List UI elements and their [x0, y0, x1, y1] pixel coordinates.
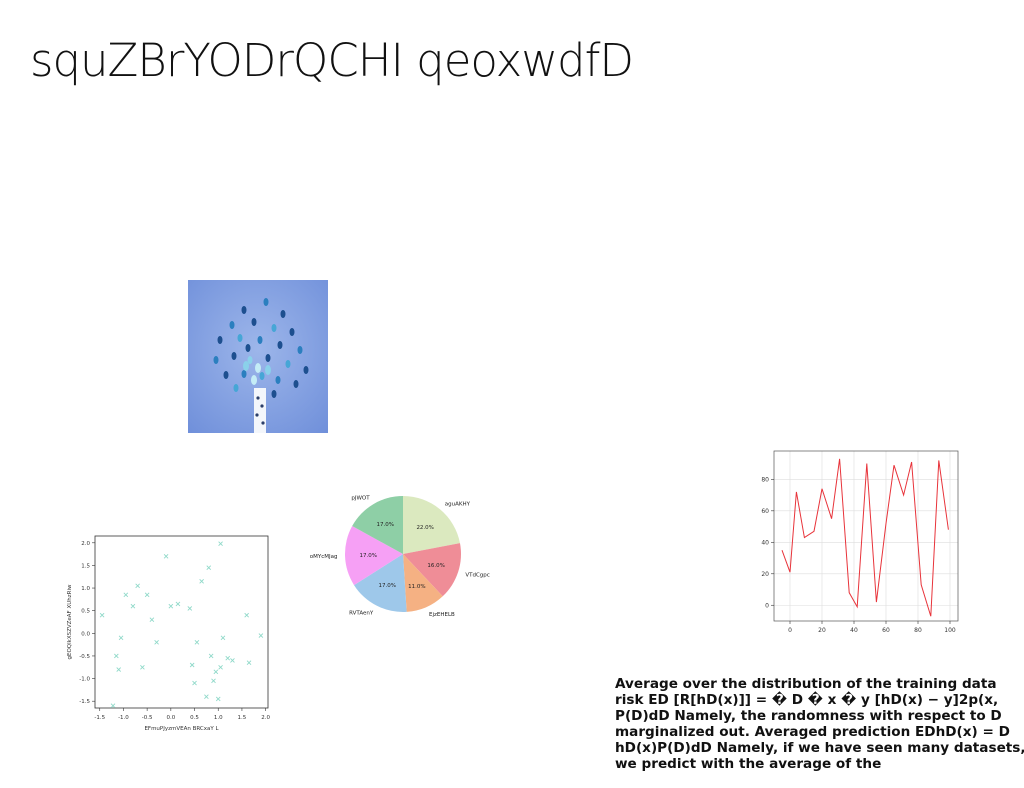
scatter-point: [114, 654, 118, 658]
x-tick-label: 20: [818, 627, 826, 634]
y-tick-label: -1.0: [79, 677, 90, 683]
y-tick-label: 60: [761, 508, 769, 515]
pie-category-label: EjzEHELB: [429, 612, 455, 618]
pie-value-label: 17.0%: [359, 553, 376, 559]
x-tick-label: 0.0: [166, 715, 175, 721]
pie-category-label: aguAKHY: [445, 502, 471, 508]
scatter-point: [195, 640, 199, 644]
scatter-point: [136, 584, 140, 588]
y-tick-label: -0.5: [79, 654, 90, 660]
scatter-point: [230, 658, 234, 662]
scatter-point: [216, 697, 220, 701]
line-chart: 0 20 40 60 80 100 0 20 40 60 80: [742, 443, 964, 639]
scatter-point: [155, 640, 159, 644]
scatter-point: [247, 661, 251, 665]
x-tick-label: 0.5: [190, 715, 199, 721]
x-axis-label: EFmuPJyzmVEAn BRCxaY L: [144, 726, 219, 732]
scatter-point: [214, 670, 218, 674]
pie-value-label: 11.0%: [408, 584, 425, 590]
x-tick-label: 40: [850, 627, 858, 634]
scatter-point: [188, 606, 192, 610]
x-tick-label: 0: [788, 627, 792, 634]
scatter-point: [176, 602, 180, 606]
scatter-point: [131, 604, 135, 608]
y-tick-label: 0.5: [81, 609, 90, 615]
scatter-point: [190, 663, 194, 667]
slide-body-text: Average over the distribution of the tra…: [615, 676, 1024, 772]
scatter-point: [169, 604, 173, 608]
x-tick-label: -0.5: [142, 715, 153, 721]
x-tick-label: 1.5: [238, 715, 247, 721]
x-tick-label: 60: [882, 627, 890, 634]
scatter-point: [211, 679, 215, 683]
scatter-point: [245, 613, 249, 617]
pie-category-label: RVTAenY: [349, 610, 374, 616]
scatter-point: [207, 566, 211, 570]
scatter-point: [226, 656, 230, 660]
y-tick-label: 1.5: [81, 563, 90, 569]
scatter-point: [259, 634, 263, 638]
scatter-point: [140, 665, 144, 669]
pie-value-label: 17.0%: [378, 583, 395, 589]
pie-chart: 22.0% aguAKHY 16.0% VTdCgpc 11.0% EjzEHELB 17.…: [290, 470, 515, 638]
scatter-point: [209, 654, 213, 658]
pie-value-label: 17.0%: [377, 522, 394, 528]
scatter-point: [204, 695, 208, 699]
y-axis-label: gEOQlkXSZVZeAF XUhzRiw: [67, 584, 73, 659]
pie-value-label: 22.0%: [416, 525, 433, 531]
y-tick-label: 40: [761, 539, 769, 546]
y-tick-label: 0.0: [81, 631, 90, 637]
y-tick-label: 2.0: [81, 541, 90, 547]
scatter-point: [111, 704, 115, 708]
x-tick-label: -1.5: [94, 715, 105, 721]
x-tick-label: 2.0: [261, 715, 270, 721]
y-tick-label: 0: [765, 602, 769, 609]
scatter-point: [221, 636, 225, 640]
scatter-chart: -1.5 -1.0 -0.5 0.0 0.5 1.0 1.5 2.0 -1.5 -1.0 -0.5 0…: [60, 528, 275, 738]
scatter-point: [164, 554, 168, 558]
scatter-point: [193, 681, 197, 685]
scatter-point: [124, 593, 128, 597]
slide-title: squZBrYODrQCHI qeoxwdfD: [30, 34, 633, 87]
scatter-point: [117, 668, 121, 672]
x-tick-label: 1.0: [214, 715, 223, 721]
y-tick-label: -1.5: [79, 699, 90, 705]
pie-category-label: pJWOT: [351, 496, 370, 502]
pie-category-label: oMYcMJag: [310, 554, 338, 560]
y-tick-label: 20: [761, 571, 769, 578]
x-tick-label: 80: [914, 627, 922, 634]
pie-category-label: VTdCgpc: [465, 572, 489, 578]
scatter-point: [119, 636, 123, 640]
line-series: [782, 459, 948, 616]
x-tick-label: -1.0: [118, 715, 129, 721]
plot-frame: [95, 536, 268, 708]
x-tick-label: 100: [944, 627, 956, 634]
y-tick-label: 1.0: [81, 586, 90, 592]
scatter-point: [219, 665, 223, 669]
scatter-point: [145, 593, 149, 597]
pie-value-label: 16.0%: [427, 563, 444, 569]
scatter-point: [200, 579, 204, 583]
scatter-point: [219, 542, 223, 546]
tree-trunk: [254, 388, 266, 433]
scatter-point: [150, 618, 154, 622]
scatter-point: [100, 613, 104, 617]
y-tick-label: 80: [761, 476, 769, 483]
decorative-photo: [188, 280, 328, 433]
